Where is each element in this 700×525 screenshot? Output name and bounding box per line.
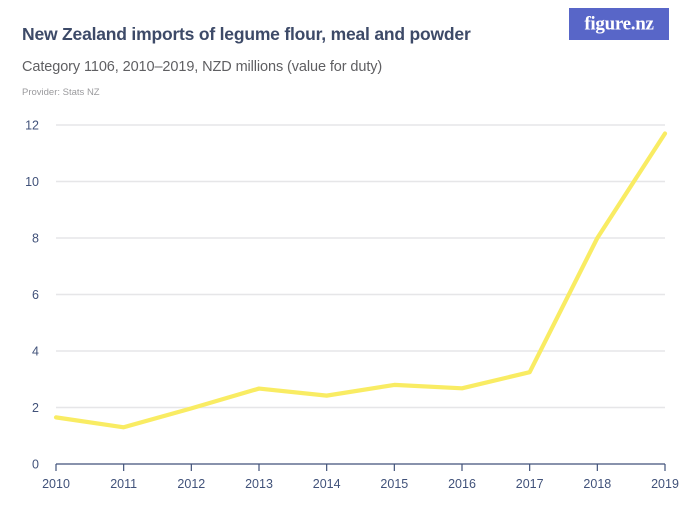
y-axis-tick-label: 12 xyxy=(25,119,39,133)
logo-label: figure.nz xyxy=(584,13,654,34)
chart-provider-label: Provider: Stats NZ xyxy=(22,87,100,98)
y-axis-tick-label: 10 xyxy=(25,175,39,189)
x-axis-tick-marks xyxy=(55,464,666,471)
chart-header: New Zealand imports of legume flour, mea… xyxy=(0,0,700,108)
grid-lines xyxy=(56,124,665,409)
chart-subtitle: Category 1106, 2010–2019, NZD millions (… xyxy=(22,59,383,75)
data-series-line xyxy=(53,131,668,430)
figure-nz-logo[interactable]: figure.nz xyxy=(569,8,669,40)
x-axis-tick-label: 2019 xyxy=(651,477,679,491)
x-axis-tick-label: 2015 xyxy=(380,477,408,491)
x-axis-tick-label: 2011 xyxy=(110,477,137,491)
x-axis-tick-label: 2017 xyxy=(516,477,544,491)
y-axis-tick-label: 4 xyxy=(32,345,39,359)
x-axis-tick-label: 2012 xyxy=(177,477,205,491)
x-axis-tick-label: 2014 xyxy=(313,477,341,491)
line-chart-plot: 0 2 4 6 8 10 12 2010 2011 2012 2013 2014 2015 2016 20… xyxy=(0,108,700,525)
x-axis-tick-label: 2013 xyxy=(245,477,273,491)
x-axis-tick-label: 2010 xyxy=(42,477,70,491)
page-title: New Zealand imports of legume flour, mea… xyxy=(22,24,471,44)
x-axis-tick-label: 2018 xyxy=(583,477,611,491)
y-axis-tick-label: 8 xyxy=(32,232,39,246)
y-axis-tick-label: 2 xyxy=(32,401,39,415)
y-axis-tick-label: 6 xyxy=(32,288,39,302)
x-axis-tick-label: 2016 xyxy=(448,477,476,491)
y-axis-tick-labels: 0 2 4 6 8 10 12 xyxy=(25,119,39,472)
y-axis-tick-label: 0 xyxy=(32,458,39,472)
x-axis-tick-labels: 2010 2011 2012 2013 2014 2015 2016 2017 2018 2019 xyxy=(42,477,679,491)
